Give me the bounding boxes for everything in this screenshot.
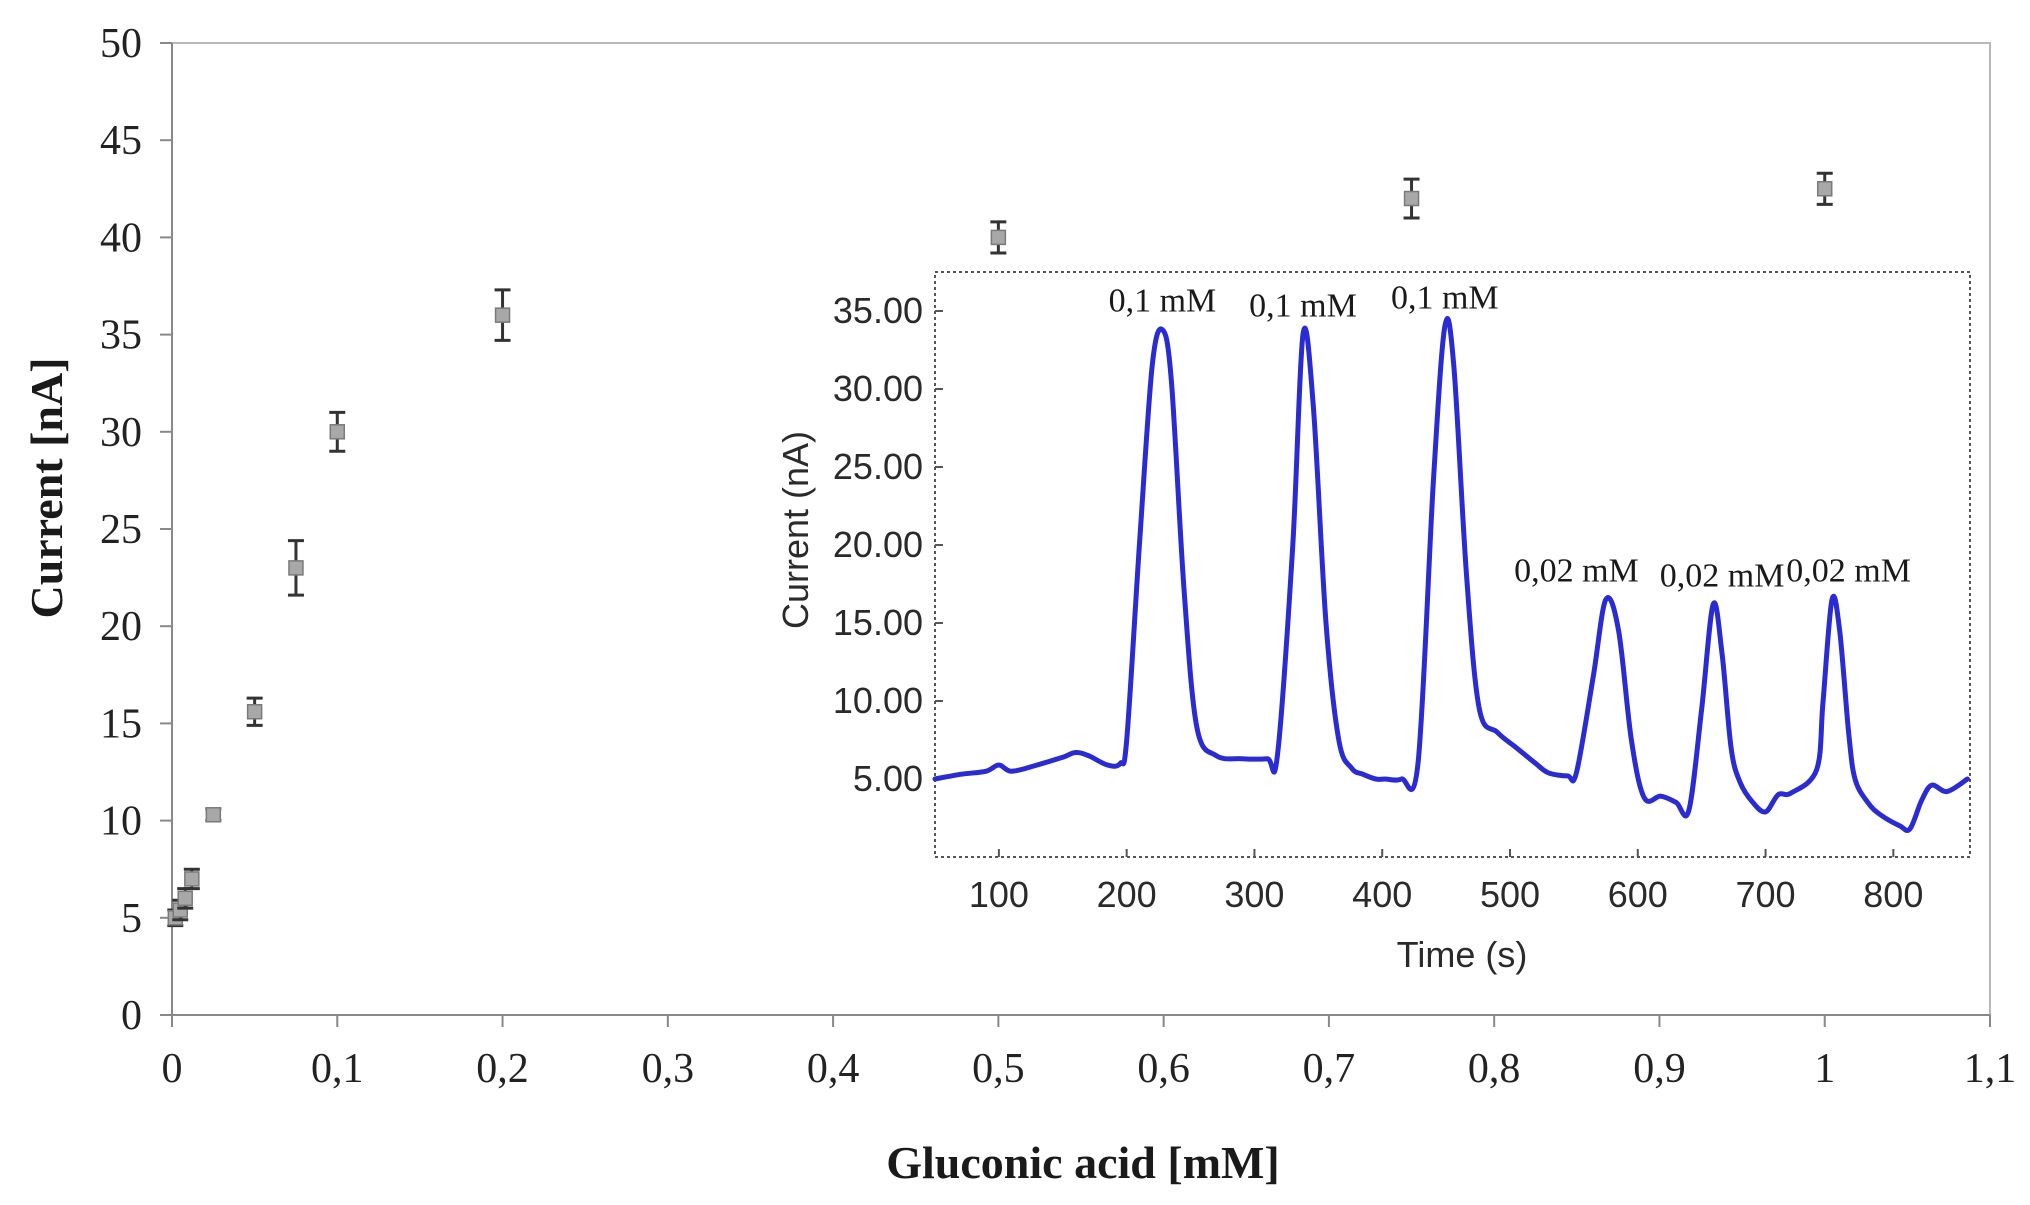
- main-data-points: [167, 171, 1833, 928]
- peak-label: 0,02 mM: [1514, 553, 1639, 590]
- inset-x-tick-label: 200: [1097, 874, 1157, 915]
- main-x-tick-label: 0,5: [972, 1046, 1025, 1092]
- data-point: [990, 220, 1007, 255]
- inset-y-tick-label: 15.00: [833, 602, 923, 643]
- data-point-marker: [494, 307, 511, 323]
- main-x-ticks: 0 0,1 0,2 0,3 0,4 0,5 0,6 0,7 0,8 0,9 1 1,1: [162, 1015, 2017, 1092]
- data-point-marker: [246, 703, 263, 720]
- main-y-tick-label: 25: [100, 507, 142, 553]
- inset-x-axis-label: Time (s): [1397, 934, 1528, 975]
- data-point-marker: [288, 560, 304, 576]
- main-y-tick-label: 40: [100, 215, 142, 261]
- main-x-tick-label: 0,6: [1137, 1046, 1190, 1092]
- inset-y-ticks: 5.00 10.00 15.00 20.00 25.00 30.00 35.00: [833, 290, 943, 799]
- main-y-tick-label: 45: [100, 118, 142, 164]
- inset-y-tick-label: 20.00: [833, 524, 923, 565]
- inset-y-tick-label: 35.00: [833, 290, 923, 331]
- inset-peak-labels: 0,1 mM 0,1 mM 0,1 mM0,02 mM 0,02 mM 0,02 mM: [1109, 280, 1911, 595]
- main-x-tick-label: 0,3: [642, 1046, 695, 1092]
- main-plot: 0 5 10 15 20 25 30 35 40 45 50 0 0,1 0,2 0,3 0,4 0,5 0,6…: [21, 21, 2016, 1188]
- inset-series-line: [932, 316, 1970, 833]
- data-point: [1403, 177, 1420, 220]
- main-x-tick-label: 1,1: [1964, 1046, 2017, 1092]
- inset-x-tick-label: 100: [969, 874, 1029, 915]
- main-y-tick-label: 10: [100, 799, 142, 845]
- data-point-marker: [205, 807, 222, 823]
- peak-label: 0,1 mM: [1249, 287, 1357, 324]
- data-point: [494, 288, 511, 342]
- main-x-tick-label: 0,1: [311, 1046, 364, 1092]
- data-point-marker: [1816, 181, 1833, 197]
- inset-x-tick-label: 500: [1480, 874, 1540, 915]
- data-point: [1816, 171, 1833, 206]
- inset-x-tick-label: 700: [1736, 874, 1796, 915]
- data-point: [205, 807, 222, 823]
- main-x-tick-label: 0,9: [1633, 1046, 1686, 1092]
- main-x-tick-label: 0: [162, 1046, 183, 1092]
- inset-y-tick-label: 30.00: [833, 368, 923, 409]
- data-point: [329, 410, 346, 453]
- data-point: [183, 867, 200, 891]
- main-y-tick-label: 20: [100, 604, 142, 650]
- peak-label: 0,02 mM: [1660, 557, 1785, 594]
- inset-y-tick-label: 25.00: [833, 446, 923, 487]
- peak-label: 0,1 mM: [1391, 280, 1499, 317]
- main-y-ticks: 0 5 10 15 20 25 30 35 40 45 50: [100, 21, 172, 1039]
- main-x-tick-label: 0,8: [1468, 1046, 1521, 1092]
- peak-label: 0,02 mM: [1786, 553, 1911, 590]
- data-point-marker: [177, 890, 193, 907]
- inset-y-tick-label: 10.00: [833, 680, 923, 721]
- main-x-tick-label: 0,7: [1303, 1046, 1356, 1092]
- main-x-tick-label: 0,2: [476, 1046, 529, 1092]
- data-point-marker: [184, 871, 200, 887]
- main-y-tick-label: 30: [100, 410, 142, 456]
- main-y-tick-label: 35: [100, 313, 142, 359]
- main-y-tick-label: 50: [100, 21, 142, 67]
- main-y-tick-label: 5: [121, 896, 142, 942]
- inset-x-ticks: 100 200 300 400 500 600 700 800: [969, 849, 1923, 915]
- main-x-axis-label: Gluconic acid [mM]: [886, 1137, 1280, 1188]
- inset-x-tick-label: 600: [1608, 874, 1668, 915]
- inset-y-axis-label: Current (nA): [775, 431, 816, 629]
- inset-plot: 5.00 10.00 15.00 20.00 25.00 30.00 35.00 100 20…: [775, 271, 1971, 975]
- data-point-marker: [329, 424, 346, 440]
- main-y-axis-label: Current [nA]: [21, 357, 72, 618]
- main-x-tick-label: 1: [1814, 1046, 1835, 1092]
- main-y-tick-label: 0: [121, 993, 142, 1039]
- inset-x-tick-label: 300: [1224, 874, 1284, 915]
- data-point-marker: [1403, 190, 1420, 207]
- inset-y-tick-label: 5.00: [853, 758, 923, 799]
- data-point: [246, 696, 263, 727]
- inset-x-tick-label: 400: [1352, 874, 1412, 915]
- data-point: [287, 539, 304, 597]
- data-point-marker: [990, 229, 1007, 246]
- main-x-tick-label: 0,4: [807, 1046, 860, 1092]
- data-point: [177, 887, 194, 910]
- peak-label: 0,1 mM: [1109, 283, 1217, 320]
- inset-x-tick-label: 800: [1863, 874, 1923, 915]
- main-y-tick-label: 15: [100, 701, 142, 747]
